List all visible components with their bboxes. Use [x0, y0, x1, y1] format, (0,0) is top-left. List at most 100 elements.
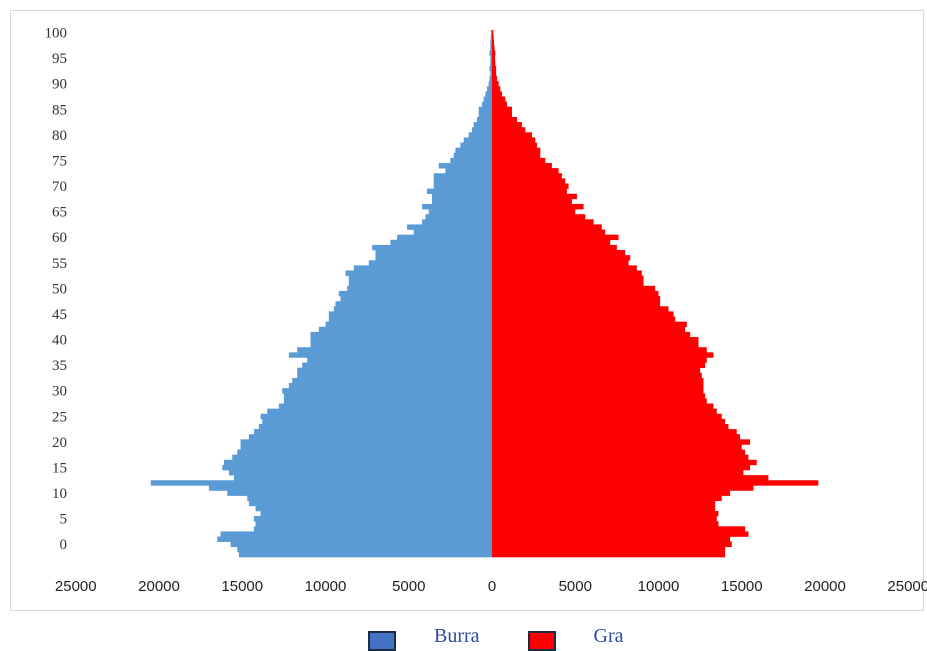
burra-series — [150, 30, 493, 558]
gra-bar — [492, 198, 572, 205]
gra-bar — [492, 464, 751, 471]
gra-bar — [492, 475, 769, 481]
burra-bar — [375, 255, 492, 261]
burra-bar — [490, 40, 492, 46]
legend: Burra Gra — [368, 622, 672, 651]
burra-bar — [230, 541, 492, 548]
burra-bar — [438, 163, 492, 169]
legend-swatch-gra — [527, 631, 556, 651]
gra-bar — [492, 234, 619, 241]
burra-bar — [258, 423, 492, 430]
gra-bar — [492, 214, 586, 220]
gra-bar — [492, 70, 497, 77]
gra-bar — [492, 336, 699, 343]
y-tick-label: 55 — [52, 256, 67, 272]
burra-bar — [248, 434, 492, 440]
burra-bar — [223, 459, 492, 466]
burra-bar — [375, 250, 492, 256]
burra-bar — [248, 500, 492, 507]
gra-bar — [492, 316, 676, 322]
burra-bar — [490, 70, 492, 77]
burra-bar — [473, 122, 492, 128]
gra-bar — [492, 367, 701, 374]
gra-bar — [492, 398, 707, 404]
burra-bar — [335, 301, 492, 307]
gra-bar — [492, 449, 746, 455]
gra-bar — [492, 434, 741, 440]
y-tick-label: 85 — [52, 102, 67, 118]
burra-bar — [240, 439, 492, 445]
burra-bar — [318, 326, 492, 333]
y-tick-label: 75 — [52, 153, 67, 169]
x-tick-label: 15000 — [721, 578, 763, 595]
burra-bar — [297, 367, 492, 374]
gra-bar — [492, 541, 732, 548]
y-tick-label: 15 — [52, 460, 67, 476]
gra-bar — [492, 413, 722, 420]
gra-bar — [492, 183, 569, 189]
y-tick-label: 50 — [52, 281, 67, 297]
gra-bar — [492, 76, 497, 82]
gra-bar — [492, 137, 536, 143]
burra-bar — [422, 203, 492, 210]
burra-bar — [368, 260, 492, 266]
burra-bar — [253, 429, 492, 435]
burra-bar — [238, 551, 492, 558]
burra-bar — [253, 516, 492, 522]
gra-bar — [492, 168, 559, 174]
gra-bar — [492, 219, 594, 225]
y-tick-label: 65 — [52, 205, 67, 221]
burra-bar — [433, 178, 492, 184]
x-tick-label: 20000 — [138, 578, 180, 595]
gra-bar — [492, 321, 687, 328]
gra-bar — [492, 383, 704, 389]
burra-bar — [260, 413, 492, 420]
gra-bar — [492, 347, 707, 353]
burra-bar — [237, 449, 492, 455]
gra-bar — [492, 531, 749, 537]
y-axis-ticks: 0 5 10 15 20 25 30 35 40 45 50 55 60 65 70 75 80 85 90 95 10… — [45, 26, 68, 554]
x-tick-label: 15000 — [221, 578, 263, 595]
burra-bar — [483, 96, 492, 102]
burra-bar — [487, 86, 492, 92]
gra-bar — [492, 209, 576, 215]
burra-bar — [345, 270, 492, 276]
y-tick-label: 80 — [52, 128, 67, 144]
gra-bar — [492, 91, 502, 97]
gra-bar — [492, 516, 717, 522]
gra-bar — [492, 393, 706, 399]
burra-bar — [372, 244, 492, 251]
burra-bar — [453, 152, 492, 159]
burra-bar — [267, 408, 492, 415]
burra-bar — [433, 173, 492, 179]
x-tick-label: 0 — [488, 578, 496, 595]
gra-bar — [492, 536, 731, 542]
burra-bar — [240, 444, 492, 450]
burra-bar — [237, 546, 492, 553]
gra-bar — [492, 55, 495, 61]
gra-bar — [492, 352, 714, 358]
burra-bar — [490, 45, 492, 51]
burra-bar — [432, 193, 492, 200]
burra-bar — [488, 81, 492, 87]
gra-bar — [492, 270, 642, 276]
burra-bar — [491, 30, 492, 36]
burra-bar — [433, 183, 492, 189]
legend-swatch-burra — [368, 631, 396, 651]
burra-bar — [445, 168, 492, 174]
burra-bar — [297, 372, 492, 379]
burra-bar — [490, 35, 492, 41]
gra-bar — [492, 116, 517, 123]
burra-bar — [490, 55, 492, 61]
gra-bar — [492, 111, 512, 118]
gra-bar — [492, 188, 567, 195]
y-tick-label: 60 — [52, 230, 67, 246]
x-tick-label: 10000 — [638, 578, 680, 595]
gra-bar — [492, 377, 704, 384]
burra-bar — [353, 265, 492, 271]
chart-frame — [10, 10, 924, 611]
gra-bar — [492, 490, 731, 496]
x-tick-label: 25000 — [55, 578, 97, 595]
gra-bar — [492, 546, 726, 553]
gra-bar — [492, 40, 494, 46]
